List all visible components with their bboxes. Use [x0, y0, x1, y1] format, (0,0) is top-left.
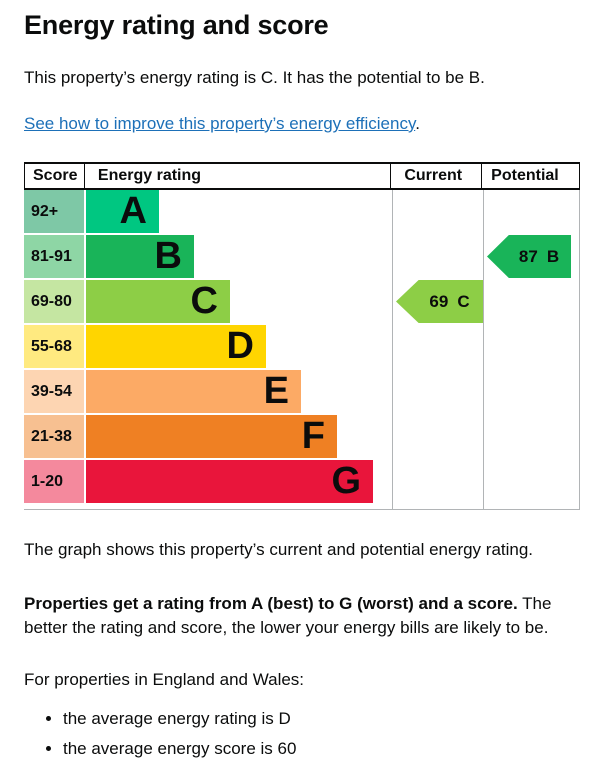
current-rating-arrow-value: 69	[429, 291, 449, 311]
chart-body: 92+ A 81-91 B 69-80 C 55-68 D 39-54 E 21…	[24, 190, 580, 510]
band-bar: E	[86, 370, 301, 413]
header-current: Current	[391, 164, 483, 188]
band-row: 21-38 F	[24, 415, 580, 458]
band-score-range: 69-80	[24, 280, 84, 323]
band-score-range: 21-38	[24, 415, 84, 458]
intro-text: This property’s energy rating is C. It h…	[24, 68, 485, 87]
grid-line-right	[579, 190, 580, 509]
rating-explanation-rest: The better the rating and score, the low…	[24, 594, 552, 637]
graph-caption: The graph shows this property’s current …	[24, 540, 534, 559]
rating-explanation: Properties get a rating from A (best) to…	[24, 592, 590, 640]
band-row: 81-91 B	[24, 235, 580, 278]
band-row: 69-80 C	[24, 280, 580, 323]
grid-line-current	[392, 190, 393, 509]
band-row: 92+ A	[24, 190, 580, 233]
current-rating-arrow-letter: C	[457, 291, 470, 311]
band-score-range: 81-91	[24, 235, 84, 278]
improve-efficiency-link[interactable]: See how to improve this property’s energ…	[24, 114, 416, 133]
band-bar: C	[86, 280, 230, 323]
band-score-range: 1-20	[24, 460, 84, 503]
band-score-range: 39-54	[24, 370, 84, 413]
average-score-item: the average energy score is 60	[63, 736, 590, 761]
potential-rating-arrow-letter: B	[546, 246, 560, 266]
chart-header-row: Score Energy rating Current Potential	[24, 164, 580, 190]
band-score-range: 55-68	[24, 325, 84, 368]
band-bar: F	[86, 415, 337, 458]
improve-link-line: See how to improve this property’s energ…	[24, 112, 590, 136]
band-bar: D	[86, 325, 266, 368]
band-row: 55-68 D	[24, 325, 580, 368]
header-potential: Potential	[491, 167, 559, 184]
page-title: Energy rating and score	[24, 10, 329, 40]
header-score: Score	[25, 164, 85, 188]
grid-line-potential	[483, 190, 484, 509]
band-bar: G	[86, 460, 373, 503]
average-stats-list: the average energy rating is D the avera…	[24, 706, 590, 761]
band-row: 39-54 E	[24, 370, 580, 413]
energy-rating-chart: Score Energy rating Current Potential 92…	[24, 162, 580, 510]
region-intro: For properties in England and Wales:	[24, 670, 305, 689]
average-rating-item: the average energy rating is D	[63, 706, 590, 731]
band-bar: B	[86, 235, 194, 278]
band-row: 1-20 G	[24, 460, 580, 503]
band-bar: A	[86, 190, 159, 233]
band-score-range: 92+	[24, 190, 84, 233]
potential-rating-arrow-value: 87	[518, 246, 538, 266]
link-suffix: .	[415, 114, 420, 133]
header-energy-rating: Energy rating	[85, 164, 392, 188]
rating-explanation-bold: Properties get a rating from A (best) to…	[24, 594, 518, 613]
